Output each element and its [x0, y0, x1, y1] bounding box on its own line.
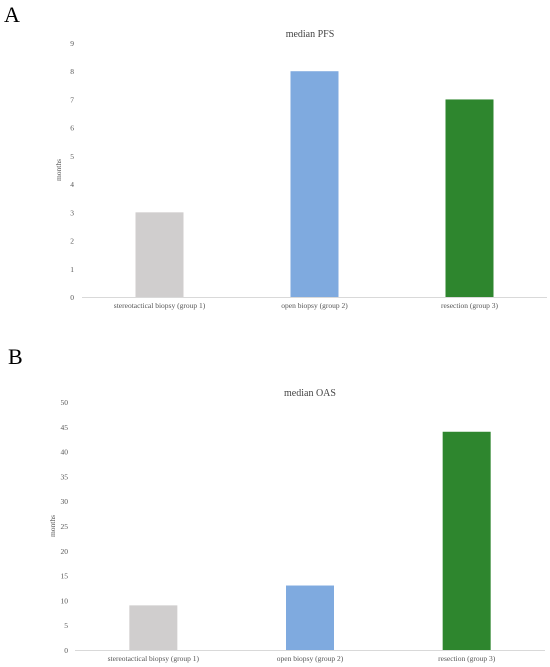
chart-1-y-tick-label: 25: [61, 522, 69, 531]
panel-label-b: B: [8, 344, 23, 369]
chart-1-bar-2: [286, 585, 334, 650]
chart-0-y-tick-label: 9: [70, 39, 74, 48]
chart-0-x-tick-label: resection (group 3): [441, 301, 499, 310]
chart-0-bar-2: [290, 71, 339, 297]
chart-1-title: median OAS: [284, 388, 336, 399]
chart-1-bar-1: [129, 605, 178, 650]
chart-0-x-tick-label: open biopsy (group 2): [281, 301, 348, 310]
chart-0-x-tick-label: stereotactical biopsy (group 1): [114, 301, 206, 310]
chart-1-y-tick-label: 10: [61, 596, 69, 605]
pfs-bar-chart: median PFS months 0 1 2 3 4 5 6 7 8 9 stereotactical…: [54, 29, 547, 310]
chart-0-y-tick-label: 3: [70, 208, 74, 217]
chart-1-y-tick-label: 45: [61, 423, 69, 432]
chart-1-x-tick-label: resection (group 3): [438, 654, 496, 663]
chart-0-y-tick-label: 6: [70, 124, 74, 133]
chart-0-y-tick-label: 4: [70, 180, 74, 189]
chart-0-bar-3: [445, 99, 494, 297]
chart-0-y-tick-label: 7: [70, 95, 74, 104]
chart-1-y-tick-label: 5: [64, 621, 68, 630]
chart-1-y-tick-label: 20: [61, 547, 69, 556]
chart-1-x-tick-label: open biopsy (group 2): [277, 654, 344, 663]
chart-0-bar-1: [135, 212, 184, 297]
chart-1-y-tick-label: 35: [61, 472, 69, 481]
chart-0-y-tick-label: 5: [70, 152, 74, 161]
chart-0-y-tick-label: 8: [70, 67, 74, 76]
chart-1-y-tick-label: 30: [61, 497, 69, 506]
chart-1-y-tick-label: 40: [61, 448, 69, 457]
chart-1-bar-3: [442, 431, 491, 650]
chart-0-y-axis-label: months: [54, 159, 63, 181]
chart-1-y-axis-label: months: [48, 515, 57, 537]
chart-1-x-tick-label: stereotactical biopsy (group 1): [108, 654, 200, 663]
chart-0-y-tick-label: 1: [70, 265, 74, 274]
chart-0-y-tick-label: 0: [70, 293, 74, 302]
chart-1-y-tick-label: 50: [61, 398, 69, 407]
chart-1-y-tick-label: 15: [61, 572, 69, 581]
panel-label-a: A: [4, 2, 20, 27]
chart-1-y-tick-label: 0: [64, 646, 68, 655]
chart-0-y-tick-label: 2: [70, 237, 74, 246]
chart-0-title: median PFS: [286, 29, 335, 40]
